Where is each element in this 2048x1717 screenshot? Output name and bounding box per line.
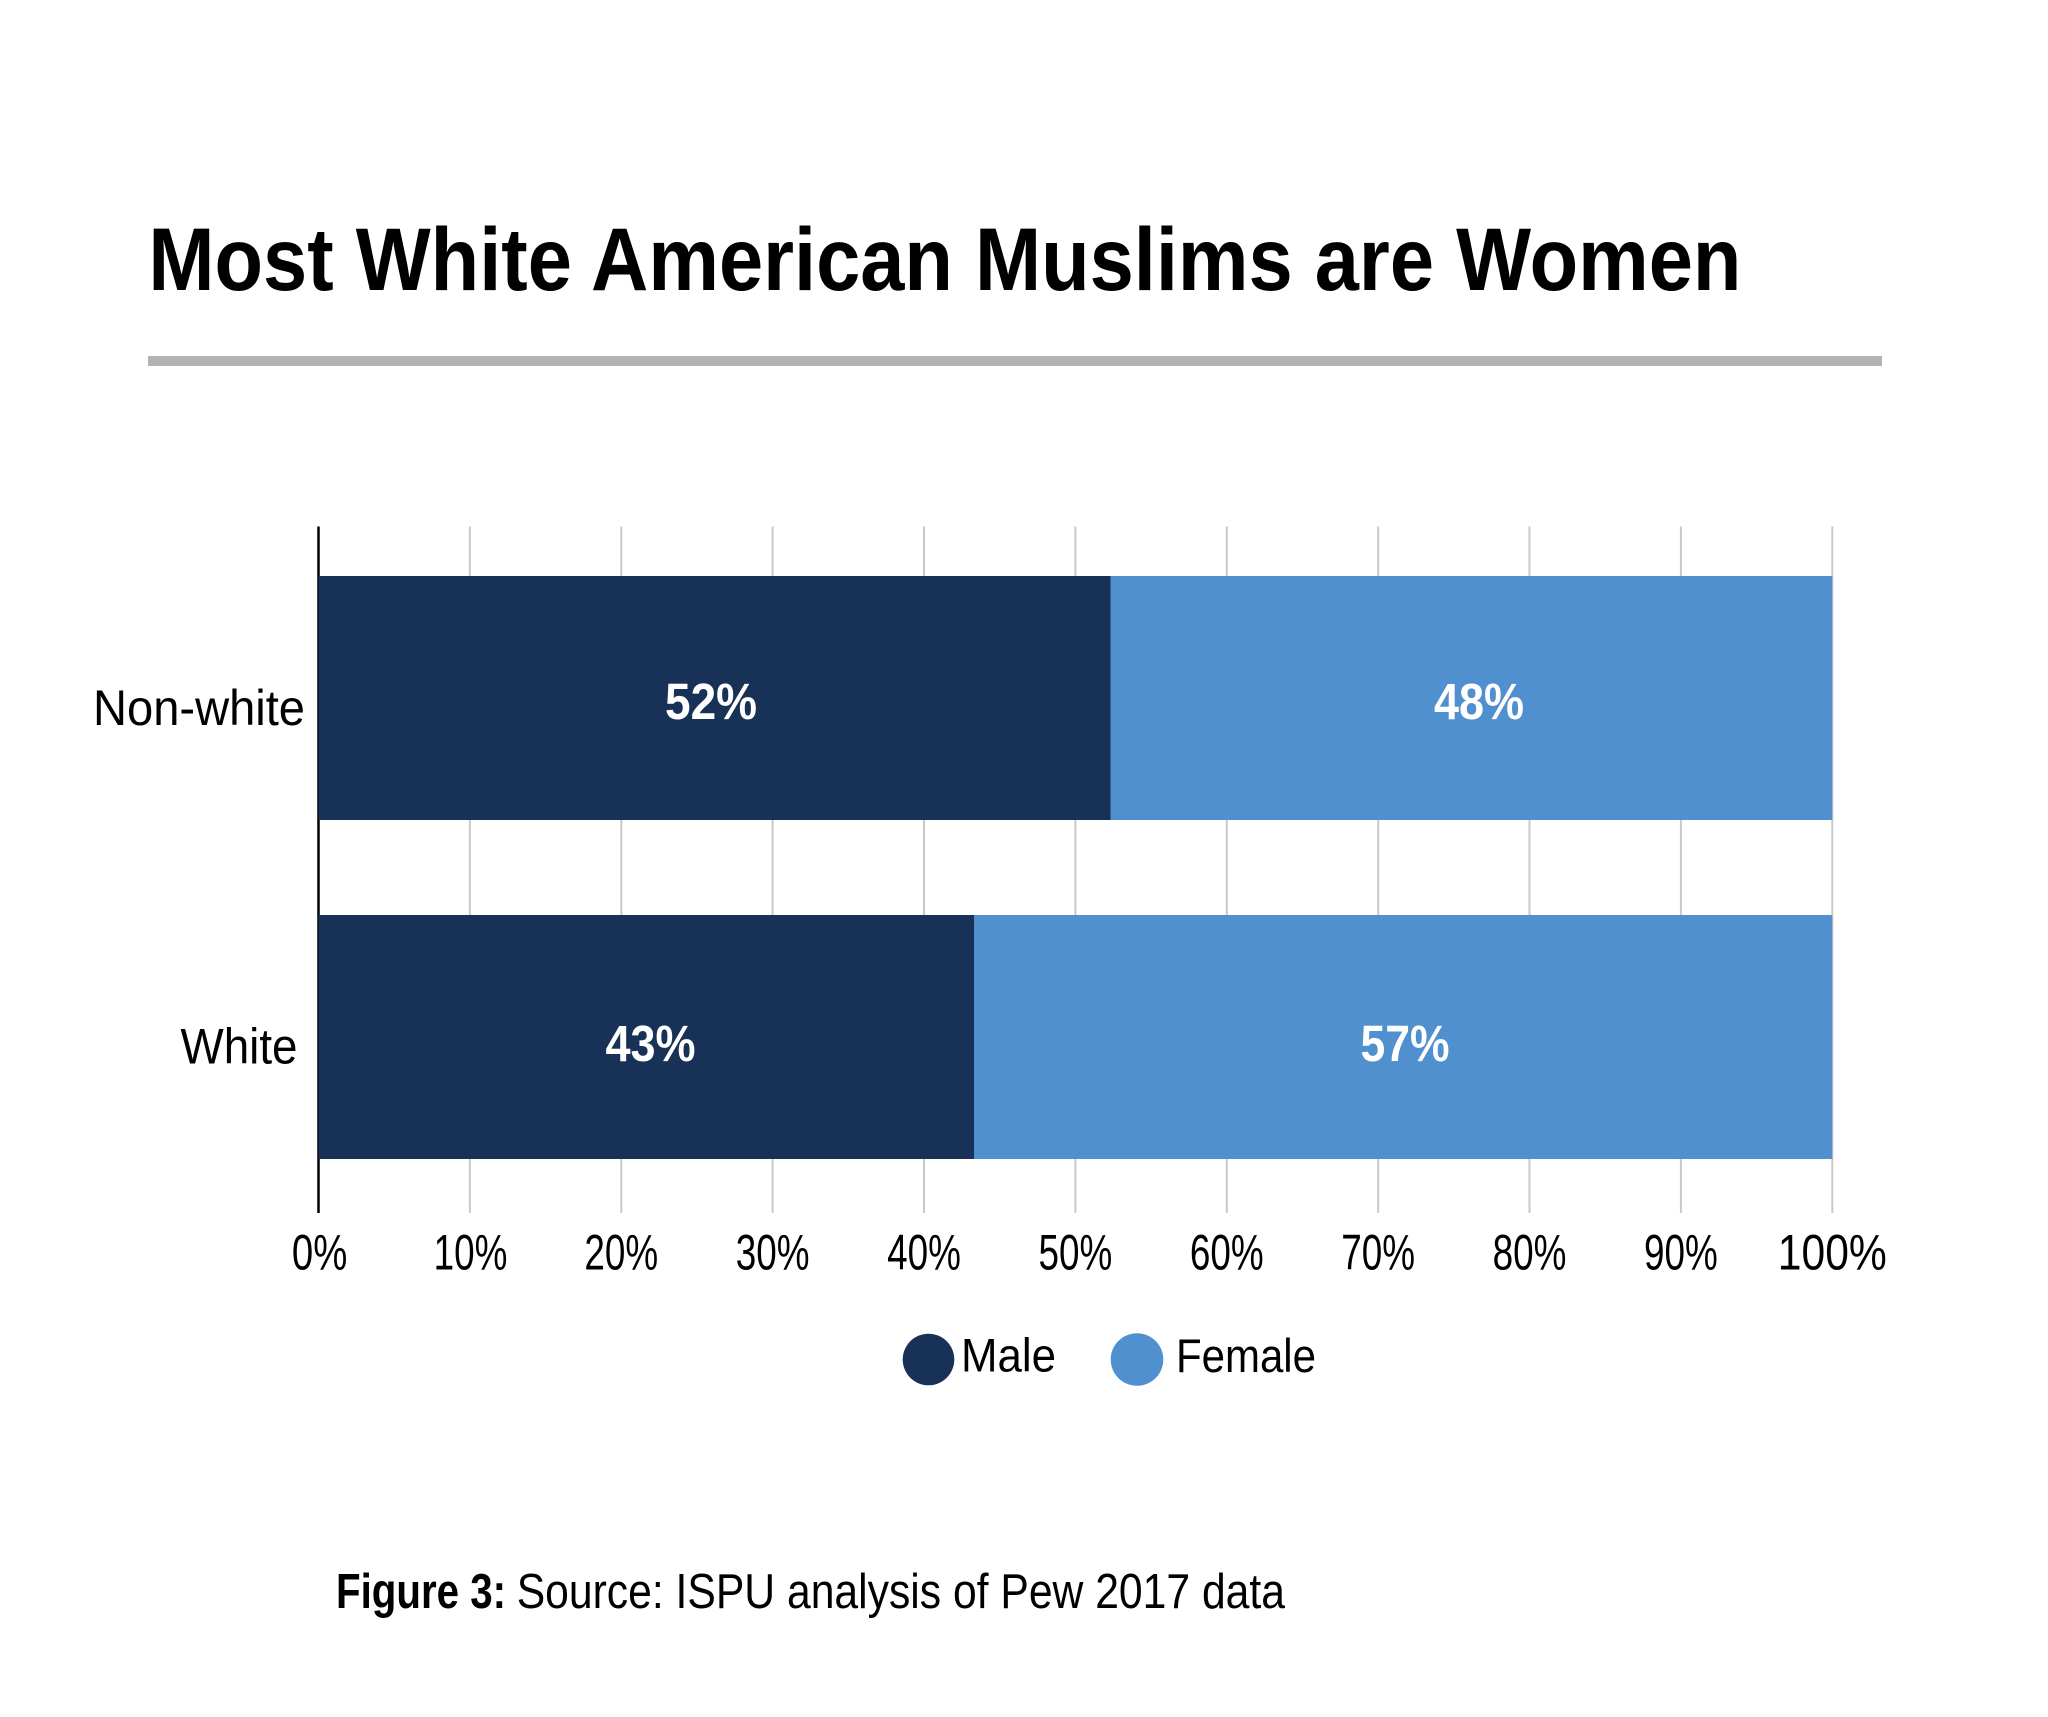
- svg-text:Figure 3:: Figure 3:: [336, 1565, 506, 1619]
- svg-text:50%: 50%: [1039, 1225, 1113, 1281]
- svg-text:Source: ISPU analysis of Pew 2: Source: ISPU analysis of Pew 2017 data: [517, 1565, 1286, 1619]
- svg-text:70%: 70%: [1341, 1225, 1415, 1281]
- svg-text:0%: 0%: [292, 1225, 347, 1281]
- svg-text:43%: 43%: [606, 1015, 696, 1072]
- svg-text:White: White: [181, 1019, 298, 1075]
- svg-text:Most White American Muslims ar: Most White American Muslims are Women: [148, 209, 1741, 309]
- svg-text:48%: 48%: [1434, 673, 1524, 730]
- svg-text:Female: Female: [1176, 1329, 1316, 1382]
- svg-text:57%: 57%: [1361, 1015, 1450, 1072]
- svg-text:Non-white: Non-white: [93, 680, 305, 736]
- svg-text:10%: 10%: [434, 1225, 508, 1281]
- svg-text:80%: 80%: [1493, 1225, 1567, 1281]
- svg-text:40%: 40%: [887, 1225, 961, 1281]
- svg-text:20%: 20%: [584, 1225, 658, 1281]
- svg-text:60%: 60%: [1190, 1225, 1264, 1281]
- svg-text:100%: 100%: [1778, 1225, 1887, 1281]
- svg-text:Male: Male: [961, 1329, 1056, 1382]
- svg-text:90%: 90%: [1644, 1225, 1718, 1281]
- svg-text:30%: 30%: [736, 1225, 810, 1281]
- svg-text:52%: 52%: [665, 673, 757, 730]
